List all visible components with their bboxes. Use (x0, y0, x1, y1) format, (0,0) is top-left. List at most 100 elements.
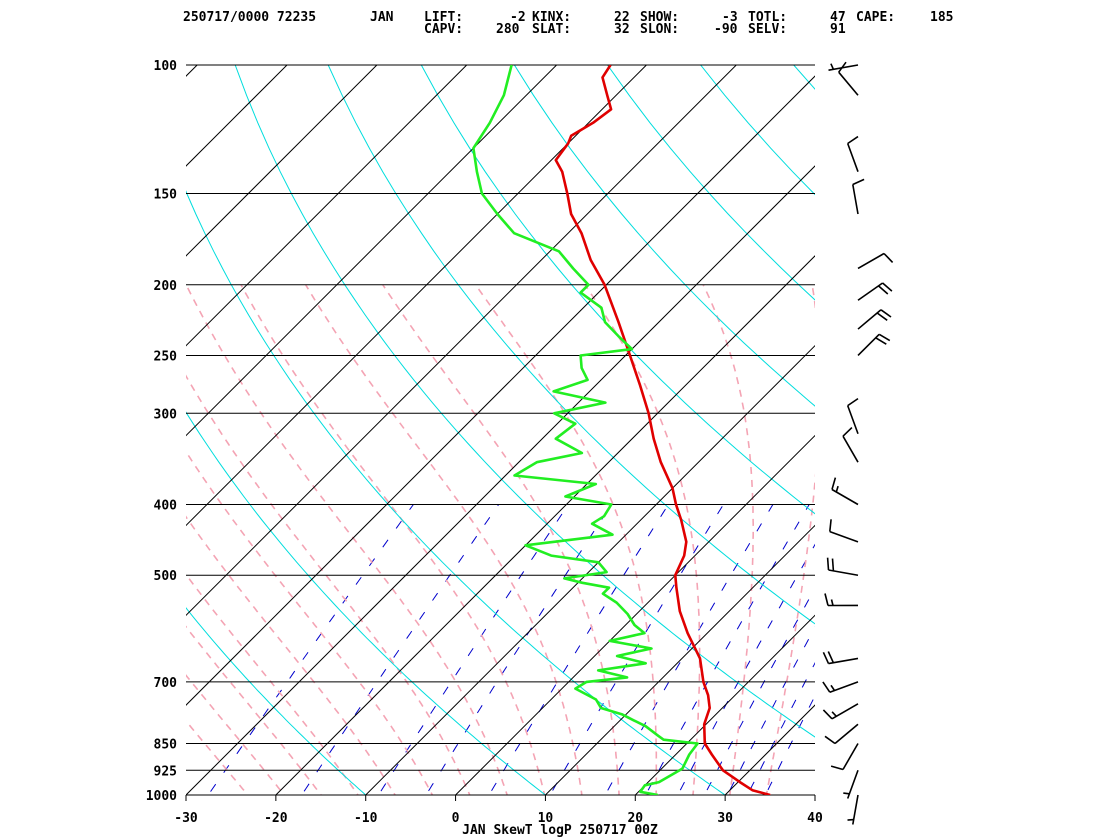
temperature-trace-point-5 (704, 742, 706, 745)
temperature-trace-point-36 (610, 108, 612, 110)
dewpoint-trace-point-40 (595, 483, 597, 485)
temperature-trace-point-20 (660, 461, 662, 463)
wind-barb-flag (831, 477, 837, 490)
dewpoint-trace-point-20 (616, 655, 618, 657)
mixing-ratio-1 (301, 504, 500, 795)
pressure-label-100: 100 (154, 59, 178, 74)
wind-barb-staff (852, 184, 859, 215)
wind-barb-staff (829, 530, 859, 543)
isotherm--70 (186, 65, 557, 437)
temperature-trace-point-10 (699, 657, 701, 660)
station-time: 250717/0000 (183, 10, 270, 25)
wind-barb-13 (857, 333, 891, 357)
temperature-trace-point-12 (679, 610, 681, 612)
dewpoint-trace-point-39 (564, 495, 567, 498)
temperature-trace-point-8 (707, 694, 709, 696)
temperature-trace-point-15 (683, 555, 685, 557)
dewpoint-trace-point-3 (658, 781, 660, 783)
dewpoint-trace-point-27 (602, 593, 604, 595)
station-name: JAN (370, 10, 394, 25)
isotherm--50 (186, 65, 737, 616)
mixing-ratio-2 (377, 504, 569, 795)
dewpoint-trace-point-4 (681, 768, 684, 770)
dewpoint-trace-point-49 (587, 379, 589, 381)
dewpoint-trace-point-50 (581, 367, 583, 369)
isotherm-40 (814, 794, 815, 795)
pressure-label-925: 925 (154, 764, 177, 779)
temperature-trace-point-34 (570, 135, 572, 137)
dry-adiabat (607, 65, 815, 301)
isotherm--40 (186, 75, 815, 706)
mixing-ratio-0.4 (207, 504, 414, 795)
dewpoint-trace-point-18 (597, 669, 599, 672)
pressure-label-1000: 1000 (146, 789, 177, 804)
wind-barb-flag (847, 135, 859, 145)
temperature-trace-point-2 (739, 781, 741, 783)
wind-barb-flag (847, 397, 859, 407)
isotherm--100 (186, 65, 288, 167)
wind-barb-flag (824, 593, 829, 606)
chart-header: 250717/0000 72235 JAN LIFT: -2 KINX: 22 … (0, 0, 1120, 40)
wind-barb-3 (824, 723, 859, 745)
mixing-ratio-8 (549, 504, 724, 795)
dewpoint-trace-point-52 (631, 348, 633, 350)
index-value-selv: 91 (830, 22, 846, 37)
wind-barb-12 (846, 397, 859, 435)
moist-adiabats (186, 284, 815, 795)
dewpoint-trace-point-64 (472, 147, 474, 149)
dewpoint-trace-point-7 (663, 739, 665, 741)
isotherm--30 (186, 165, 815, 795)
temp-label--30: -30 (174, 811, 198, 826)
dry-adiabat (327, 65, 815, 625)
wind-barb-staff (846, 405, 859, 435)
dewpoint-trace-point-1 (639, 791, 641, 793)
temperature-trace-point-33 (567, 142, 569, 144)
mixing-ratio-lines (207, 504, 815, 795)
pressure-label-700: 700 (154, 676, 178, 691)
temperature-trace-point-19 (671, 487, 674, 489)
isotherm-20 (634, 614, 815, 795)
wind-barb-flag (883, 252, 894, 263)
temperature-trace-point-1 (751, 789, 754, 791)
wind-barb-flag (824, 735, 836, 745)
dewpoint-trace-point-36 (591, 523, 593, 525)
dewpoint-trace-point-33 (550, 555, 552, 557)
isobars (186, 64, 815, 796)
dewpoint-trace-point-55 (600, 307, 603, 309)
index-value-lift: -2 (510, 10, 526, 25)
dry-adiabat (887, 65, 1120, 811)
wind-barb-flag (822, 709, 833, 720)
dewpoint-trace-point-11 (633, 719, 635, 721)
isotherm-0 (455, 434, 815, 795)
moist-adiabat (474, 284, 658, 795)
index-label-cape: CAPE: (856, 10, 896, 25)
dewpoint-trace-point-5 (688, 753, 690, 756)
pressure-label-250: 250 (154, 349, 178, 364)
wind-barb-2 (830, 743, 859, 771)
dewpoint-trace-point-25 (627, 613, 629, 615)
dry-adiabat (700, 65, 815, 196)
temperature-trace (554, 65, 771, 795)
dewpoint-trace-point-26 (616, 602, 618, 604)
temperature-trace-point-16 (685, 541, 687, 543)
dewpoint-trace-point-57 (587, 284, 590, 286)
wind-barb-half-flag (830, 63, 835, 70)
wind-barb-half-flag (831, 711, 837, 717)
wind-barb-flag (852, 178, 865, 186)
moist-adiabat (186, 374, 471, 795)
temperature-trace-point-21 (653, 438, 655, 440)
dewpoint-trace-point-16 (586, 681, 588, 683)
isotherm--80 (186, 65, 468, 347)
dewpoint-trace-point-34 (524, 544, 527, 546)
dewpoint-trace-point-56 (580, 292, 582, 294)
temperature-trace-point-28 (580, 232, 583, 234)
temperature-trace-point-4 (711, 753, 713, 756)
wind-barb-15 (857, 282, 893, 301)
wind-barb-flag (822, 681, 831, 693)
dewpoint-trace-point-10 (645, 725, 647, 727)
dewpoint-trace-point-15 (574, 688, 577, 690)
wind-barb-20 (828, 63, 859, 71)
wind-barb-8 (826, 557, 859, 577)
index-value-capv: 280 (496, 22, 520, 37)
pressure-label-150: 150 (154, 188, 178, 203)
